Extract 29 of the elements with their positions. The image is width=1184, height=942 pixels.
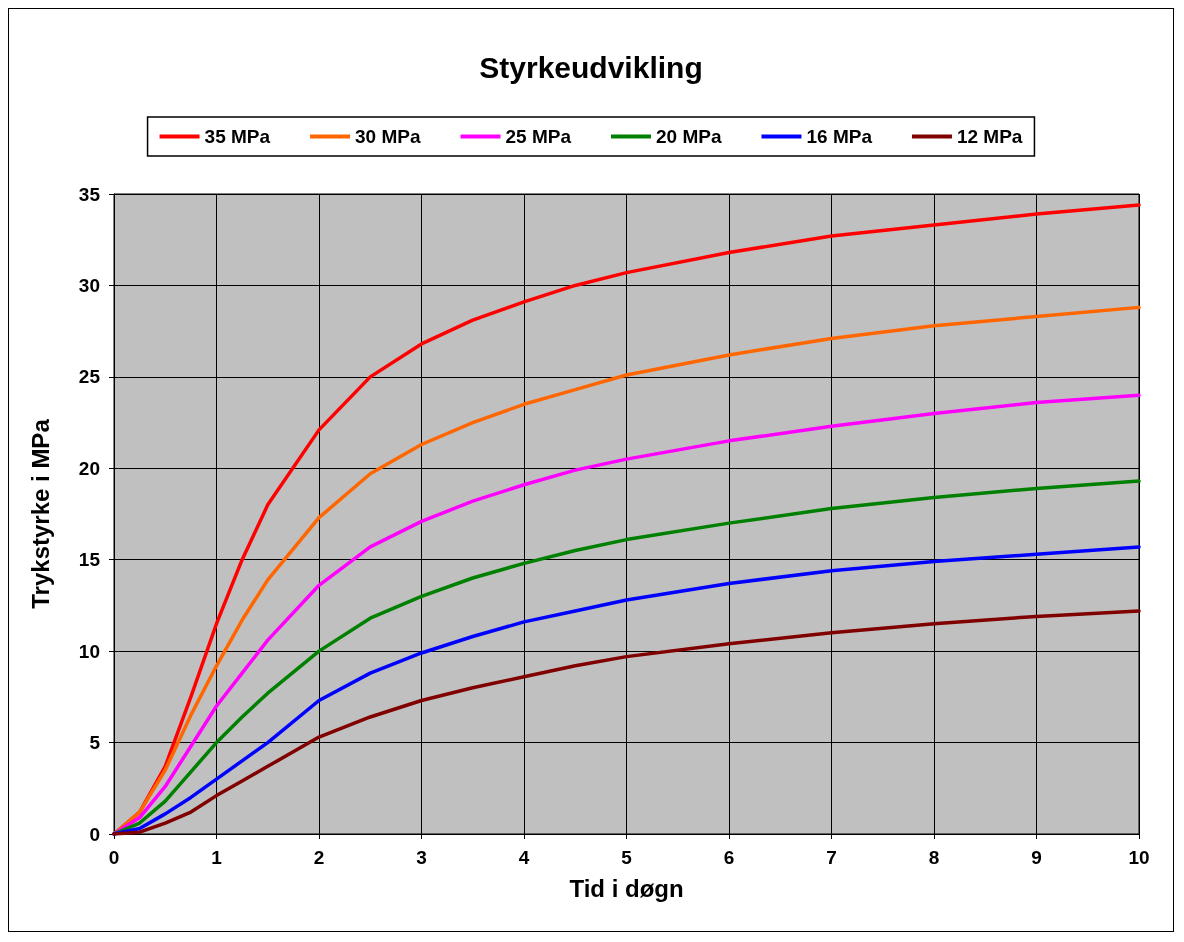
x-tick-label: 8 — [928, 847, 940, 868]
y-tick-label: 35 — [78, 183, 101, 205]
chart-title: Styrkeudvikling — [479, 50, 703, 84]
y-tick-label: 5 — [89, 732, 101, 754]
x-tick-label: 5 — [621, 847, 633, 868]
x-tick-label: 1 — [211, 847, 223, 868]
y-axis-title: Trykstyrke i MPa — [26, 418, 54, 609]
x-tick-label: 4 — [518, 847, 530, 868]
x-tick-label: 3 — [416, 847, 427, 868]
x-tick-label: 0 — [108, 847, 120, 868]
legend-label: 30 MPa — [355, 126, 421, 147]
y-tick-label: 20 — [78, 457, 100, 479]
y-tick-label: 30 — [78, 274, 100, 296]
legend-label: 12 MPa — [956, 126, 1023, 147]
x-tick-label: 7 — [826, 847, 837, 868]
line-series — [112, 609, 1141, 836]
y-tick-label: 15 — [78, 549, 101, 571]
x-axis-title: Tid i døgn — [569, 874, 684, 902]
legend-label: 20 MPa — [656, 126, 722, 147]
x-tick-label: 2 — [313, 847, 325, 868]
y-tick-label: 25 — [78, 366, 101, 388]
x-tick-label: 10 — [1128, 847, 1150, 868]
y-tick-label: 0 — [89, 823, 100, 845]
y-tick-label: 10 — [78, 640, 100, 662]
legend-label: 35 MPa — [204, 126, 271, 147]
legend-label: 16 MPa — [806, 126, 873, 147]
legend-label: 25 MPa — [505, 126, 572, 147]
x-tick-label: 9 — [1031, 847, 1042, 868]
x-tick-label: 6 — [723, 847, 735, 868]
